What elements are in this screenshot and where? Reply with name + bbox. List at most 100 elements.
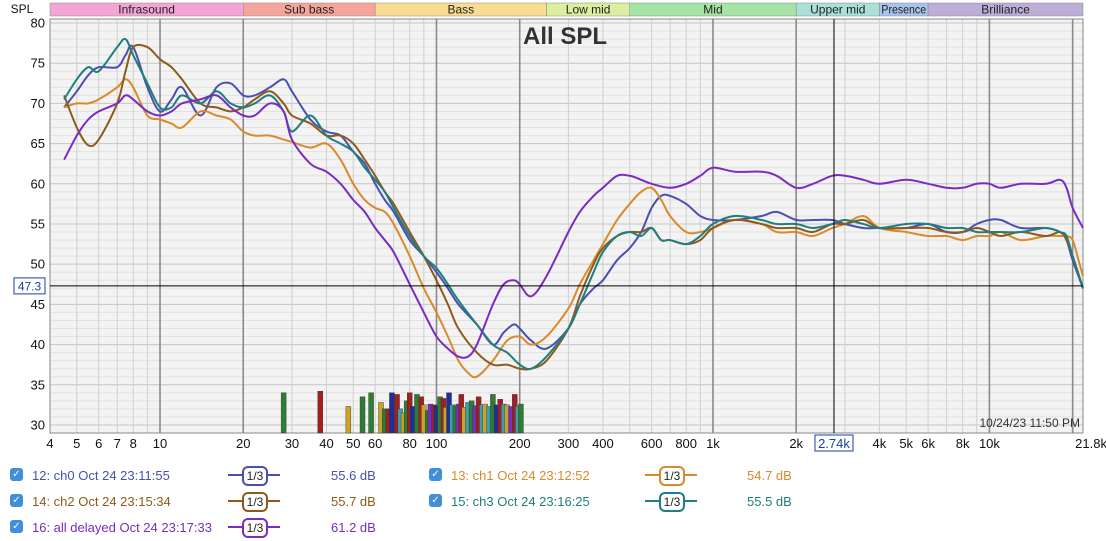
y-tick-label: 75	[31, 56, 45, 71]
frequency-band-strip: Infrasound Sub bass Bass Low mid Mid Upper mi…	[49, 2, 1084, 17]
level-value: 61.2 dB	[331, 520, 376, 535]
histogram-bar	[317, 390, 324, 434]
x-tick-label: 300	[558, 436, 580, 451]
checkbox[interactable]: ✓	[10, 468, 23, 481]
smoothing-label: 1/3	[242, 466, 268, 486]
x-tick-label: 5k	[899, 436, 913, 451]
cursor-x-readout: 2.74k	[818, 436, 850, 451]
level-value: 55.6 dB	[331, 468, 376, 483]
x-tick-label: 100	[426, 436, 448, 451]
y-tick-label: 30	[31, 417, 45, 432]
smoothing-control[interactable]: 1/3	[645, 464, 697, 486]
band-label: Brilliance	[981, 3, 1030, 17]
x-tick-label: 10	[153, 436, 167, 451]
y-tick-label: 35	[31, 377, 45, 392]
x-tick-label: 4k	[873, 436, 887, 451]
x-tick-label: 50	[346, 436, 360, 451]
chart-title: All SPL	[523, 23, 607, 50]
smoothing-label: 1/3	[659, 466, 685, 486]
x-tick-label: 200	[509, 436, 531, 451]
histogram-bar	[345, 406, 352, 434]
y-tick-label: 70	[31, 96, 45, 111]
x-tick-label: 30	[285, 436, 299, 451]
timestamp: 10/24/23 11:50 PM	[979, 416, 1080, 430]
x-tick-label: 21.8kHz	[1075, 436, 1106, 451]
level-value: 55.7 dB	[331, 494, 376, 509]
x-tick-label: 80	[402, 436, 416, 451]
y-tick-label: 40	[31, 337, 45, 352]
histogram	[280, 390, 524, 434]
x-tick-label: 2k	[789, 436, 803, 451]
x-tick-label: 20	[236, 436, 250, 451]
histogram-bar	[368, 392, 374, 434]
cursor: 47.3 2.74k	[13, 19, 1083, 452]
checkbox[interactable]: ✓	[10, 520, 23, 533]
legend-item[interactable]: ✓ 13: ch1 Oct 24 23:12:52 1/3 54.7 dB	[429, 464, 969, 486]
x-tick-label: 60	[368, 436, 382, 451]
y-tick-label: 55	[31, 216, 45, 231]
checkbox[interactable]: ✓	[429, 494, 442, 507]
smoothing-label: 1/3	[242, 492, 268, 512]
smoothing-control[interactable]: 1/3	[228, 516, 280, 538]
level-value: 54.7 dB	[747, 468, 792, 483]
x-tick-label: 1k	[706, 436, 720, 451]
y-tick-label: 60	[31, 176, 45, 191]
series-line-3	[63, 37, 1084, 371]
x-tick-label: 8k	[956, 436, 970, 451]
legend-series-name: 13: ch1 Oct 24 23:12:52	[451, 468, 590, 483]
histogram-bar	[280, 392, 287, 434]
legend-series-name: 12: ch0 Oct 24 23:11:55	[32, 468, 170, 483]
band-label: Mid	[703, 3, 722, 17]
x-tick-label: 7	[114, 436, 121, 451]
plot-area[interactable]	[50, 19, 1083, 433]
histogram-bar	[389, 392, 395, 434]
band-segment	[927, 2, 1084, 17]
legend-item[interactable]: ✓ 16: all delayed Oct 24 23:17:33 1/3 61…	[10, 516, 550, 538]
smoothing-control[interactable]: 1/3	[645, 490, 697, 512]
legend-item[interactable]: ✓ 12: ch0 Oct 24 23:11:55 1/3 55.6 dB	[10, 464, 550, 486]
smoothing-label: 1/3	[242, 518, 268, 538]
band-label: Infrasound	[118, 3, 175, 17]
x-tick-label: 6k	[921, 436, 935, 451]
y-tick-label: 65	[31, 136, 45, 151]
x-tick-label: 10k	[979, 436, 1000, 451]
series-line-4	[63, 94, 1084, 359]
x-tick-label: 800	[675, 436, 697, 451]
cursor-y-readout-box	[13, 277, 46, 295]
band-label: Low mid	[566, 3, 611, 17]
legend-series-name: 15: ch3 Oct 24 23:16:25	[451, 494, 590, 509]
band-label: Sub bass	[284, 3, 334, 17]
x-tick-label: 5	[73, 436, 80, 451]
legend-series-name: 14: ch2 Oct 24 23:15:34	[32, 494, 171, 509]
legend-item[interactable]: ✓ 15: ch3 Oct 24 23:16:25 1/3 55.5 dB	[429, 490, 969, 512]
y-tick-label: 80	[31, 16, 45, 31]
cursor-x-readout-box	[814, 434, 854, 452]
x-tick-label: 4	[46, 436, 53, 451]
cursor-y-readout: 47.3	[18, 279, 42, 293]
band-label: Bass	[447, 3, 474, 17]
x-tick-label: 8	[130, 436, 137, 451]
legend-series-name: 16: all delayed Oct 24 23:17:33	[32, 520, 212, 535]
smoothing-control[interactable]: 1/3	[228, 490, 280, 512]
x-tick-label: 600	[641, 436, 663, 451]
histogram-bar	[359, 396, 366, 434]
legend-item[interactable]: ✓ 14: ch2 Oct 24 23:15:34 1/3 55.7 dB	[10, 490, 550, 512]
series-line-1	[63, 78, 1084, 379]
histogram-bar	[518, 403, 524, 434]
checkbox[interactable]: ✓	[10, 494, 23, 507]
x-tick-label: 400	[592, 436, 614, 451]
x-tick-label: 40	[319, 436, 333, 451]
x-tick-label: 6	[95, 436, 102, 451]
smoothing-label: 1/3	[659, 492, 685, 512]
series-lines	[63, 37, 1084, 379]
y-tick-label: 45	[31, 297, 45, 312]
band-label: Presence	[881, 3, 926, 17]
smoothing-control[interactable]: 1/3	[228, 464, 280, 486]
y-axis-label: SPL	[11, 2, 34, 16]
band-label: Upper mid	[810, 3, 865, 17]
level-value: 55.5 dB	[747, 494, 792, 509]
y-tick-label: 50	[31, 257, 45, 272]
checkbox[interactable]: ✓	[429, 468, 442, 481]
